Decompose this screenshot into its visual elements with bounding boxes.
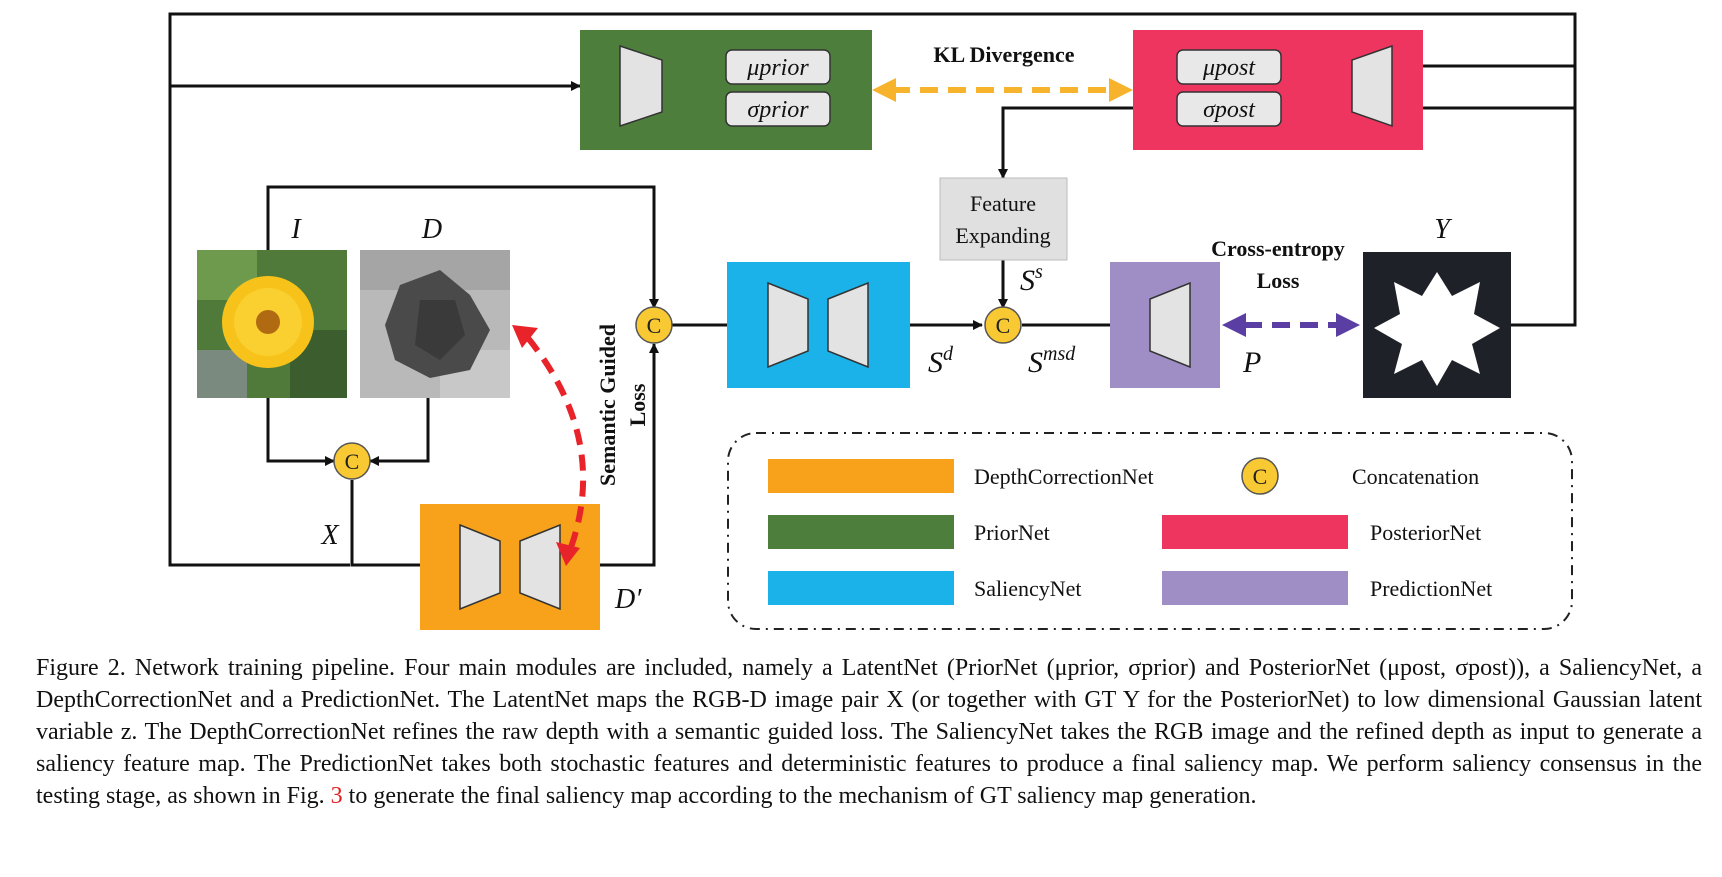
legend-label-prediction: PredictionNet xyxy=(1370,576,1492,601)
post-sigma-label: σpost xyxy=(1203,97,1256,123)
var-D-label: D xyxy=(421,214,442,245)
svg-text:C: C xyxy=(996,313,1011,338)
cross-entropy-label-1: Cross-entropy xyxy=(1211,236,1345,261)
legend-label-concat: Concatenation xyxy=(1352,464,1479,489)
caption-text-2: to generate the final saliency map accor… xyxy=(348,783,1257,809)
semantic-guided-label-1: Semantic Guided xyxy=(595,324,620,486)
legend-label-saliency: SaliencyNet xyxy=(974,576,1082,601)
post-sigma-box xyxy=(1176,91,1282,127)
depth-image-D xyxy=(360,250,510,398)
cross-entropy-arrow xyxy=(1222,313,1360,337)
legend-concat-icon xyxy=(1241,457,1279,495)
legend-swatch-prior xyxy=(768,515,954,549)
figure-caption: Figure 2. Network training pipeline. Fou… xyxy=(36,652,1702,812)
concat-node-3: C xyxy=(984,306,1022,344)
prior-mu-label: μprior xyxy=(746,55,809,81)
rgb-image-I xyxy=(197,250,347,398)
prior-encoder-shape xyxy=(619,44,663,128)
pipeline-diagram: μprior σprior μpost σpost KL Divergence … xyxy=(168,12,1577,630)
var-Ss-label: Ss xyxy=(1020,261,1043,297)
concat-node-2: C xyxy=(333,442,371,480)
prediction-decoder-shape xyxy=(1149,281,1191,369)
prior-mu-box xyxy=(725,49,831,85)
caption-text-1: Figure 2. Network training pipeline. Fou… xyxy=(36,655,1702,809)
var-Y-label: Y xyxy=(1434,214,1453,245)
var-I-label: I xyxy=(290,214,302,245)
legend-swatch-prediction xyxy=(1162,571,1348,605)
saliency-decoder-shape xyxy=(827,281,869,369)
kl-divergence-label: KL Divergence xyxy=(933,42,1074,67)
svg-text:C: C xyxy=(345,449,360,474)
prior-sigma-box xyxy=(725,91,831,127)
depth-decoder-shape xyxy=(519,523,561,611)
kl-divergence-arrow xyxy=(872,78,1133,102)
feature-expanding-box xyxy=(939,177,1068,261)
semantic-guided-label-2: Loss xyxy=(625,383,650,426)
cross-entropy-label-2: Loss xyxy=(1257,268,1300,293)
saliency-net-box xyxy=(727,262,910,388)
gt-mask-shape xyxy=(1374,272,1500,386)
var-P-label: P xyxy=(1242,346,1261,379)
depth-correction-net-box xyxy=(420,504,600,630)
legend-swatch-posterior xyxy=(1162,515,1348,549)
legend-swatch-depthcorrection xyxy=(768,459,954,493)
var-Smsd-label: Smsd xyxy=(1028,343,1076,379)
feature-expanding-label-2: Expanding xyxy=(955,223,1050,248)
var-Dprime-label: D′ xyxy=(614,584,642,615)
var-Sd-label: Sd xyxy=(928,343,954,379)
post-mu-box xyxy=(1176,49,1282,85)
legend-label-posterior: PosteriorNet xyxy=(1370,520,1481,545)
feature-expanding-label-1: Feature xyxy=(970,191,1036,216)
svg-text:C: C xyxy=(647,313,662,338)
svg-text:C: C xyxy=(1253,464,1268,489)
semantic-guided-arrow xyxy=(512,325,587,566)
caption-figure-ref[interactable]: 3 xyxy=(330,783,343,809)
legend-label-prior: PriorNet xyxy=(974,520,1050,545)
prior-sigma-label: σprior xyxy=(747,97,809,123)
concat-node-1: C xyxy=(635,306,673,344)
legend: DepthCorrectionNet PriorNet SaliencyNet … xyxy=(727,432,1573,630)
post-mu-label: μpost xyxy=(1202,55,1256,81)
legend-label-depthcorrection: DepthCorrectionNet xyxy=(974,464,1154,489)
depth-encoder-shape xyxy=(459,523,501,611)
var-X-label: X xyxy=(320,520,339,551)
posterior-encoder-shape xyxy=(1351,44,1393,128)
legend-swatch-saliency xyxy=(768,571,954,605)
saliency-encoder-shape xyxy=(767,281,809,369)
